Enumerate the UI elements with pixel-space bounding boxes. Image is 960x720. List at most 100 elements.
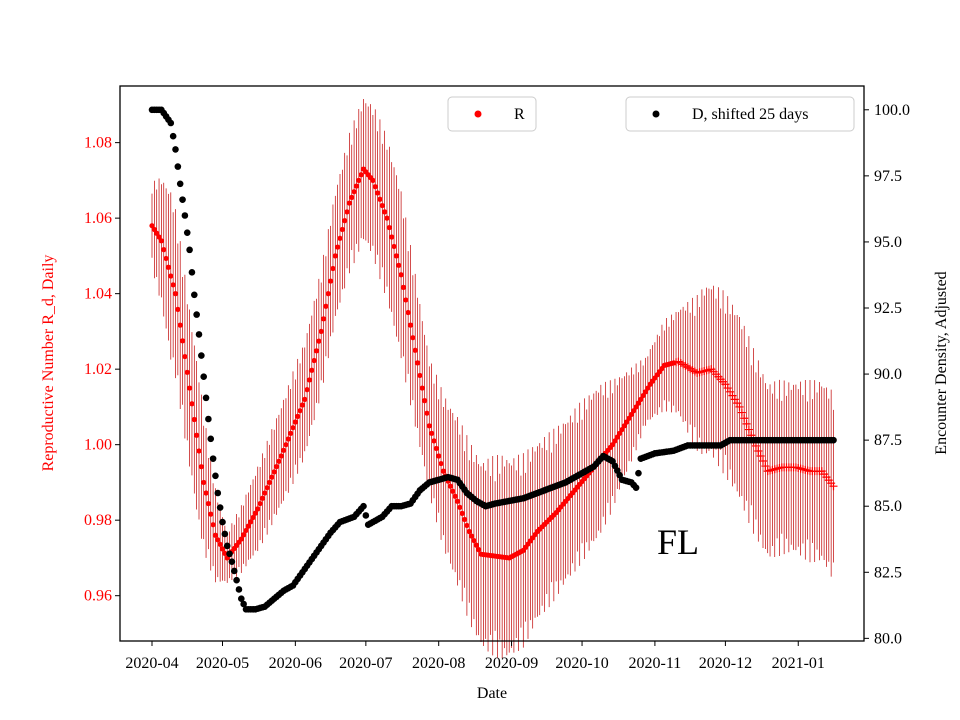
r-point: [382, 209, 388, 215]
r-point: [414, 360, 421, 366]
r-point: [217, 541, 223, 547]
r-point: [756, 452, 765, 460]
r-point: [288, 430, 294, 436]
r-point: [447, 483, 454, 489]
r-point: [370, 177, 376, 183]
x-tick-label: 2020-09: [485, 655, 538, 672]
d-point: [238, 595, 245, 603]
y-left-tick-label: 1.02: [84, 361, 112, 378]
r-point: [403, 297, 409, 303]
d-point: [635, 469, 642, 477]
r-point: [151, 226, 157, 233]
r-point: [290, 425, 296, 431]
r-point: [212, 532, 219, 538]
y-left-tick-label: 0.96: [84, 588, 112, 605]
d-point: [202, 394, 210, 402]
d-point: [181, 212, 189, 219]
d-point: [240, 600, 247, 608]
r-point: [452, 493, 458, 499]
r-point: [337, 235, 343, 241]
d-point: [198, 352, 205, 359]
r-point: [250, 514, 256, 521]
r-point: [328, 278, 334, 284]
d-point: [200, 373, 207, 381]
y-left-tick-label: 1.00: [84, 437, 112, 454]
r-point: [612, 438, 618, 444]
x-tick-label: 2020-05: [196, 655, 249, 672]
d-point: [174, 163, 182, 170]
r-point: [245, 523, 251, 529]
d-point: [632, 484, 640, 492]
r-point: [332, 253, 338, 259]
x-tick-label: 2020-07: [339, 655, 392, 672]
r-point: [436, 453, 442, 459]
r-point: [829, 482, 838, 491]
r-point: [459, 510, 465, 516]
r-point: [304, 387, 310, 393]
r-point: [297, 408, 303, 414]
r-point: [299, 402, 305, 408]
r-point: [407, 322, 414, 328]
r-point: [631, 408, 637, 414]
r-point: [309, 367, 315, 373]
r-point: [219, 546, 226, 552]
r-point: [330, 265, 336, 272]
d-point: [228, 558, 236, 566]
r-point: [450, 488, 456, 494]
d-point: [219, 518, 226, 526]
r-point: [313, 348, 320, 354]
r-point: [754, 446, 763, 455]
r-point: [438, 460, 444, 467]
r-point: [358, 172, 364, 178]
r-point: [292, 419, 298, 425]
d-point: [209, 455, 217, 462]
d-point: [214, 489, 222, 497]
r-point: [339, 226, 345, 233]
d-point: [223, 542, 231, 550]
legend-d: D, shifted 25 days: [625, 96, 855, 132]
r-point: [191, 416, 197, 423]
r-point: [614, 434, 620, 440]
r-point: [168, 273, 174, 279]
r-point: [201, 479, 207, 486]
r-point: [624, 419, 630, 425]
r-point: [353, 183, 360, 189]
r-point: [187, 385, 193, 391]
r-point: [638, 396, 644, 402]
r-point: [384, 215, 390, 221]
r-point: [351, 189, 357, 195]
r-point: [461, 516, 468, 523]
r-point: [271, 469, 277, 475]
legend-d-box: [625, 96, 855, 132]
d-point: [169, 132, 177, 140]
r-point: [617, 430, 623, 436]
r-point: [196, 448, 202, 454]
r-point: [471, 537, 477, 544]
r-point: [170, 282, 176, 288]
r-point: [172, 291, 179, 297]
r-point: [323, 303, 329, 309]
r-point: [389, 234, 395, 240]
y-right-tick-label: 85.0: [874, 498, 902, 515]
r-point: [241, 532, 247, 538]
r-point: [208, 511, 214, 517]
r-point: [283, 442, 289, 448]
d-point: [179, 196, 186, 203]
d-point: [226, 550, 233, 558]
r-point: [243, 527, 249, 534]
x-tick-label: 2021-01: [772, 655, 825, 672]
x-tick-label: 2020-04: [125, 655, 178, 672]
r-point: [278, 453, 284, 459]
r-point: [761, 462, 770, 471]
legend-r-box: [447, 96, 537, 132]
y-left-tick-label: 0.98: [84, 512, 112, 529]
r-point: [466, 528, 472, 535]
r-point: [205, 500, 211, 507]
legend-d-label: D, shifted 25 days: [692, 106, 808, 123]
d-series-markers: [148, 106, 837, 613]
r-point: [163, 255, 169, 262]
d-point: [221, 530, 229, 538]
r-point: [400, 284, 407, 290]
r-point: [203, 490, 209, 496]
